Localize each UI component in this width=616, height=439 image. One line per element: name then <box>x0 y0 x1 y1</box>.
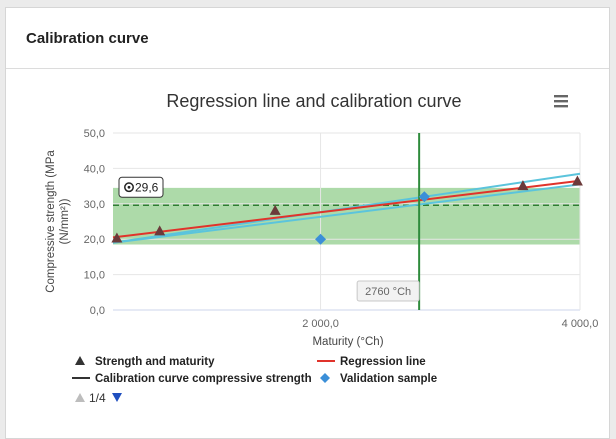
legend-label: Strength and maturity <box>95 356 215 368</box>
validation-sample-point <box>315 233 327 245</box>
target-tooltip-box <box>118 176 164 198</box>
strength-maturity-point <box>517 180 529 191</box>
card-title: Calibration curve <box>26 29 149 47</box>
legend-label: Regression line <box>340 356 426 368</box>
legend-page-down-icon[interactable] <box>112 393 122 402</box>
acceptance-band <box>113 187 580 245</box>
target-strength-tooltip: 29,6 <box>118 176 164 198</box>
legend-item[interactable]: Validation sample <box>320 373 437 385</box>
y-axis-label: Compressive strength (MPa (N/mm²)) <box>45 150 71 293</box>
y-tick-label: 30,0 <box>84 199 105 211</box>
strength-maturity-point <box>571 175 583 186</box>
y-tick-label: 40,0 <box>84 163 105 175</box>
legend-label: Validation sample <box>340 373 437 385</box>
y-tick-label: 20,0 <box>84 234 105 246</box>
validation-sample-point <box>418 191 430 203</box>
legend-item[interactable]: Strength and maturity <box>75 356 215 368</box>
target-icon-center <box>127 185 131 189</box>
legend-pagination: 1/4 <box>75 391 122 405</box>
legend-page-up-icon[interactable] <box>75 393 85 402</box>
x-tick-label: 4 000,0 <box>562 318 599 330</box>
x-tick-label: 2 000,0 <box>302 318 339 330</box>
y-tick-label: 10,0 <box>84 270 105 282</box>
y-tick-label: 0,0 <box>90 305 105 317</box>
x-axis-label: Maturity (°Ch) <box>312 336 383 348</box>
legend-label: Calibration curve compressive strength <box>95 373 312 385</box>
regression-line <box>112 179 581 239</box>
legend-item[interactable]: Calibration curve compressive strength <box>72 373 312 385</box>
maturity-tooltip-box <box>356 280 420 302</box>
calibration-curve-line <box>112 183 581 244</box>
strength-maturity-point <box>154 225 166 236</box>
legend-page-text: 1/4 <box>89 391 106 405</box>
strength-maturity-point <box>111 232 123 243</box>
legend-item[interactable]: Regression line <box>317 356 426 368</box>
chart-title: Regression line and calibration curve <box>166 91 461 111</box>
target-icon <box>124 182 134 193</box>
maturity-value: 2760 °Ch <box>365 286 411 298</box>
target-strength-value: 29,6 <box>135 181 159 195</box>
hamburger-menu-icon[interactable] <box>550 91 572 111</box>
strength-maturity-point <box>269 204 281 215</box>
maturity-tooltip: 2760 °Ch <box>356 280 420 302</box>
y-tick-label: 50,0 <box>84 128 105 140</box>
card-header: Calibration curve <box>6 8 609 69</box>
legend-triangle-icon <box>75 356 85 365</box>
legend-diamond-icon <box>320 373 330 383</box>
